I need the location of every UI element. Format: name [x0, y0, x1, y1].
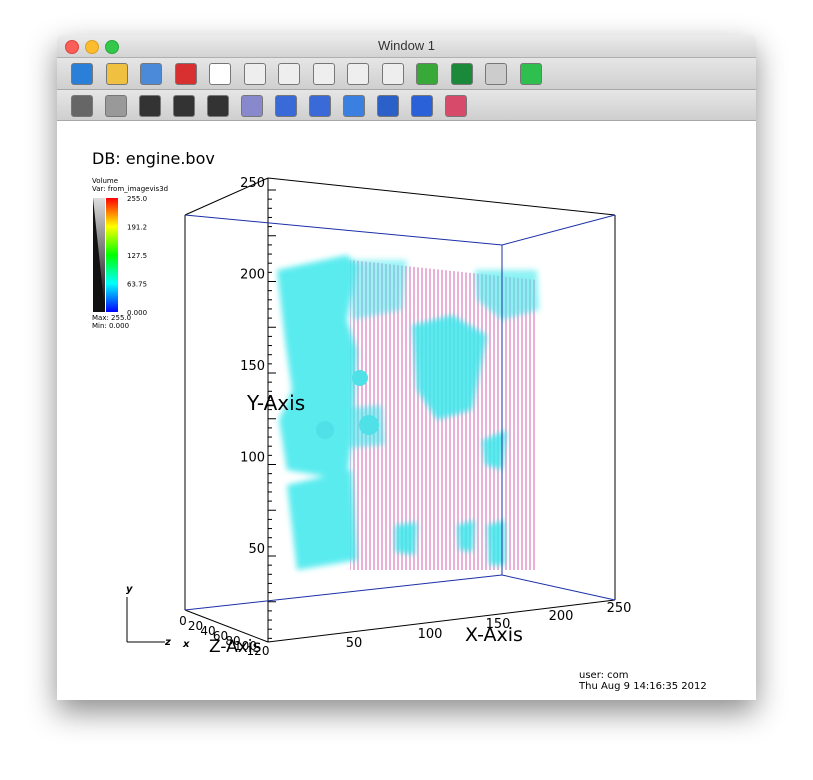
legend-tick-label: 63.75 [127, 281, 147, 289]
bounding-box-back [184, 214, 616, 611]
y-tick-label: 200 [240, 268, 265, 283]
z-tick-label: 100 [234, 639, 257, 653]
y-tick-label: 100 [240, 451, 265, 466]
zoom-button[interactable] [105, 40, 119, 54]
y-tick-label: 250 [240, 176, 265, 191]
toolbar-button[interactable] [347, 63, 369, 85]
z-tick-label: 80 [225, 634, 240, 648]
toolbar-button[interactable] [411, 95, 433, 117]
timestamp: Thu Aug 9 14:16:35 2012 [578, 681, 707, 692]
toolbar-button[interactable] [450, 63, 473, 85]
y-tick-label: 150 [240, 359, 265, 374]
z-tick-label: 40 [200, 624, 215, 638]
toolbar-button[interactable] [312, 63, 335, 85]
toolbar-button[interactable] [309, 95, 331, 117]
toolbar-button[interactable] [278, 63, 300, 85]
toolbar-button[interactable] [416, 63, 438, 85]
legend-tick-label: 127.5 [127, 252, 147, 260]
toolbar-button[interactable] [241, 95, 263, 117]
toolbar-button[interactable] [173, 95, 195, 117]
legend-min: Min: 0.000 [92, 322, 129, 330]
toolbar-button[interactable] [209, 63, 231, 85]
toolbar-button[interactable] [275, 95, 297, 117]
toolbar-button[interactable] [139, 95, 161, 117]
toolbar-button[interactable] [243, 63, 266, 85]
z-tick-label: 120 [247, 644, 270, 658]
legend-tick-label: 191.2 [127, 224, 147, 232]
toolbar-button[interactable] [343, 95, 365, 117]
triad-x: x [182, 639, 190, 650]
title-bar: Window 1 [57, 35, 756, 58]
toolbar-button[interactable] [485, 63, 507, 85]
triad-y: y [126, 584, 133, 595]
x-tick-label: 50 [346, 636, 363, 651]
volume-features [316, 370, 379, 439]
legend-tick-label: 0.000 [127, 309, 147, 317]
z-tick-label: 60 [213, 629, 228, 643]
database-name: DB: engine.bov [92, 149, 215, 168]
toolbar-button[interactable] [105, 95, 127, 117]
window: Window 1 [57, 35, 756, 700]
minimize-button[interactable] [85, 40, 99, 54]
toolbar-button[interactable] [377, 95, 399, 117]
x-tick-label: 200 [549, 609, 574, 624]
toolbar-button[interactable] [71, 95, 93, 117]
close-button[interactable] [65, 40, 79, 54]
y-axis-label: Y-Axis [246, 391, 305, 415]
legend-max: Max: 255.0 [92, 314, 131, 322]
vis-canvas: Volume Var: from_imagevis3d Max: 255.0 M… [92, 149, 707, 692]
legend-tick-label: 255.0 [127, 195, 147, 203]
volume-render [277, 255, 539, 570]
triad-z: z [164, 637, 171, 648]
legend-opacity [93, 198, 105, 312]
toolbar-button[interactable] [519, 63, 542, 85]
z-axis-label: Z-Axis [209, 637, 262, 657]
toolbar-button[interactable] [445, 95, 467, 117]
legend-variable: Var: from_imagevis3d [92, 185, 168, 193]
user-info: user: com [579, 670, 629, 681]
x-tick-label: 150 [486, 617, 511, 632]
z-tick-label: 0 [179, 614, 187, 628]
toolbar-button[interactable] [207, 95, 229, 117]
toolbar-button[interactable] [105, 63, 128, 85]
toolbar-button[interactable] [174, 63, 197, 85]
toolbar-button[interactable] [381, 63, 404, 85]
x-tick-label: 100 [418, 627, 443, 642]
toolbar-main [57, 58, 756, 90]
toolbar-interaction [57, 90, 756, 121]
window-title: Window 1 [377, 38, 436, 53]
toolbar-button[interactable] [71, 63, 93, 85]
z-tick-label: 20 [188, 619, 203, 633]
legend-plot-type: Volume [92, 177, 118, 185]
x-tick-label: 250 [607, 601, 632, 616]
x-axis-label: X-Axis [465, 624, 523, 646]
axis-triad [126, 597, 165, 643]
legend-colorbar [106, 198, 118, 312]
toolbar-button[interactable] [140, 63, 162, 85]
y-tick-label: 50 [248, 542, 265, 557]
